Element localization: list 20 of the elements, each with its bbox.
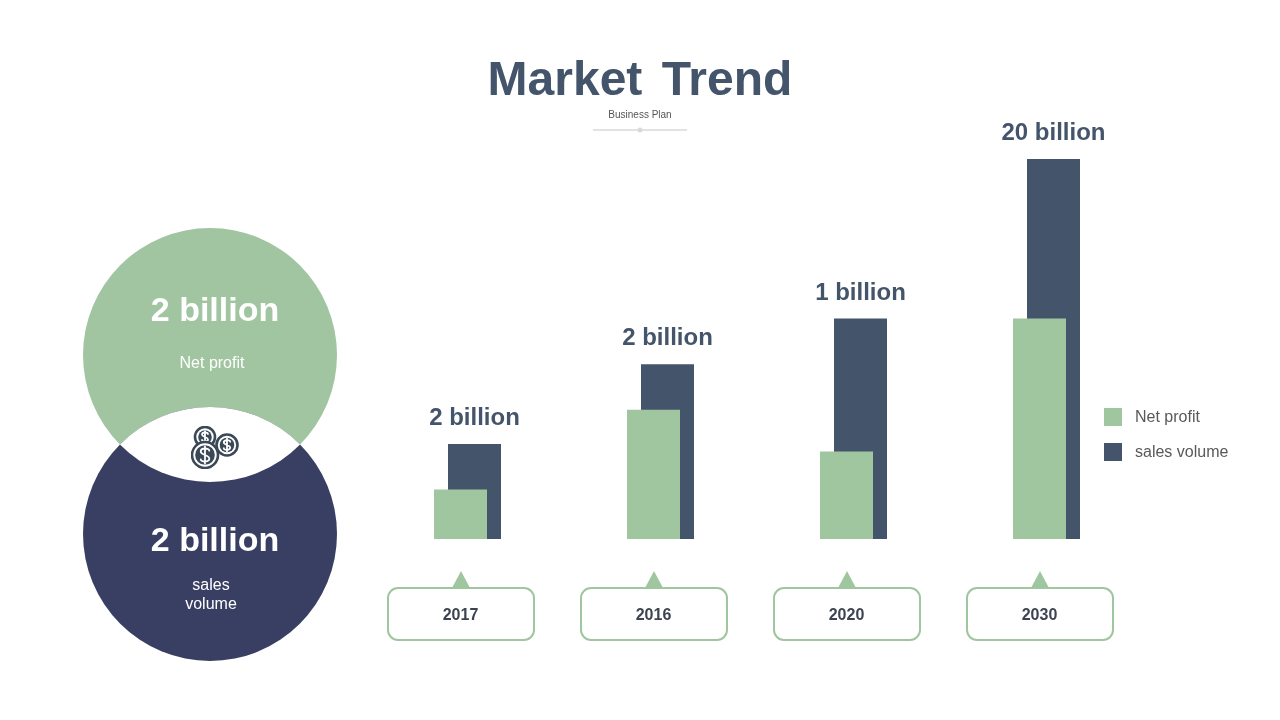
x-tick-label: 2016 [635,605,672,623]
text: 2 billion [150,519,280,559]
annotation: 20 billion [1001,118,1106,145]
x-tick-label: 2020 [828,605,865,623]
bar [820,451,873,539]
legend-label: sales volume [1135,443,1229,460]
text: sales volume [184,575,238,613]
annotation: 2 billion [622,323,713,351]
legend-label: Net profit [1135,408,1201,425]
bar [1013,318,1066,539]
bar [627,409,680,539]
chart-title: Market Trend [487,52,793,105]
x-tick-label: 2030 [1021,605,1058,623]
bar [434,489,487,539]
annotation: 2 billion [429,403,520,430]
text: Net profit [179,353,245,372]
x-tick-label: 2017 [442,605,479,623]
text: 2 billion [150,289,280,329]
chart-subtitle: Business Plan [608,108,672,122]
annotation: 1 billion [815,277,906,305]
